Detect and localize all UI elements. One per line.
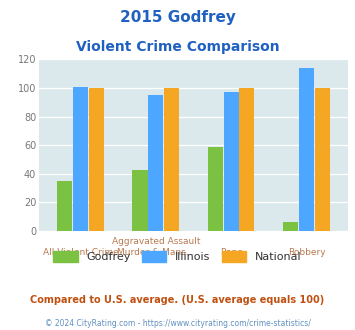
Bar [89, 88, 104, 231]
Bar [239, 88, 255, 231]
Text: © 2024 CityRating.com - https://www.cityrating.com/crime-statistics/: © 2024 CityRating.com - https://www.city… [45, 319, 310, 328]
Text: Robbery: Robbery [288, 248, 325, 257]
Text: Aggravated Assault: Aggravated Assault [111, 237, 200, 246]
Text: Compared to U.S. average. (U.S. average equals 100): Compared to U.S. average. (U.S. average … [31, 295, 324, 305]
Bar [148, 95, 163, 231]
Bar [132, 170, 148, 231]
Bar [208, 147, 223, 231]
Bar [283, 222, 298, 231]
Legend: Godfrey, Illinois, National: Godfrey, Illinois, National [49, 247, 306, 267]
Bar [315, 88, 330, 231]
Text: Violent Crime Comparison: Violent Crime Comparison [76, 40, 279, 53]
Bar [299, 68, 314, 231]
Bar [57, 181, 72, 231]
Text: Murder & Mans...: Murder & Mans... [117, 248, 195, 257]
Bar [164, 88, 179, 231]
Text: 2015 Godfrey: 2015 Godfrey [120, 10, 235, 25]
Text: All Violent Crime: All Violent Crime [43, 248, 118, 257]
Bar [224, 92, 239, 231]
Text: Rape: Rape [220, 248, 242, 257]
Bar [73, 86, 88, 231]
